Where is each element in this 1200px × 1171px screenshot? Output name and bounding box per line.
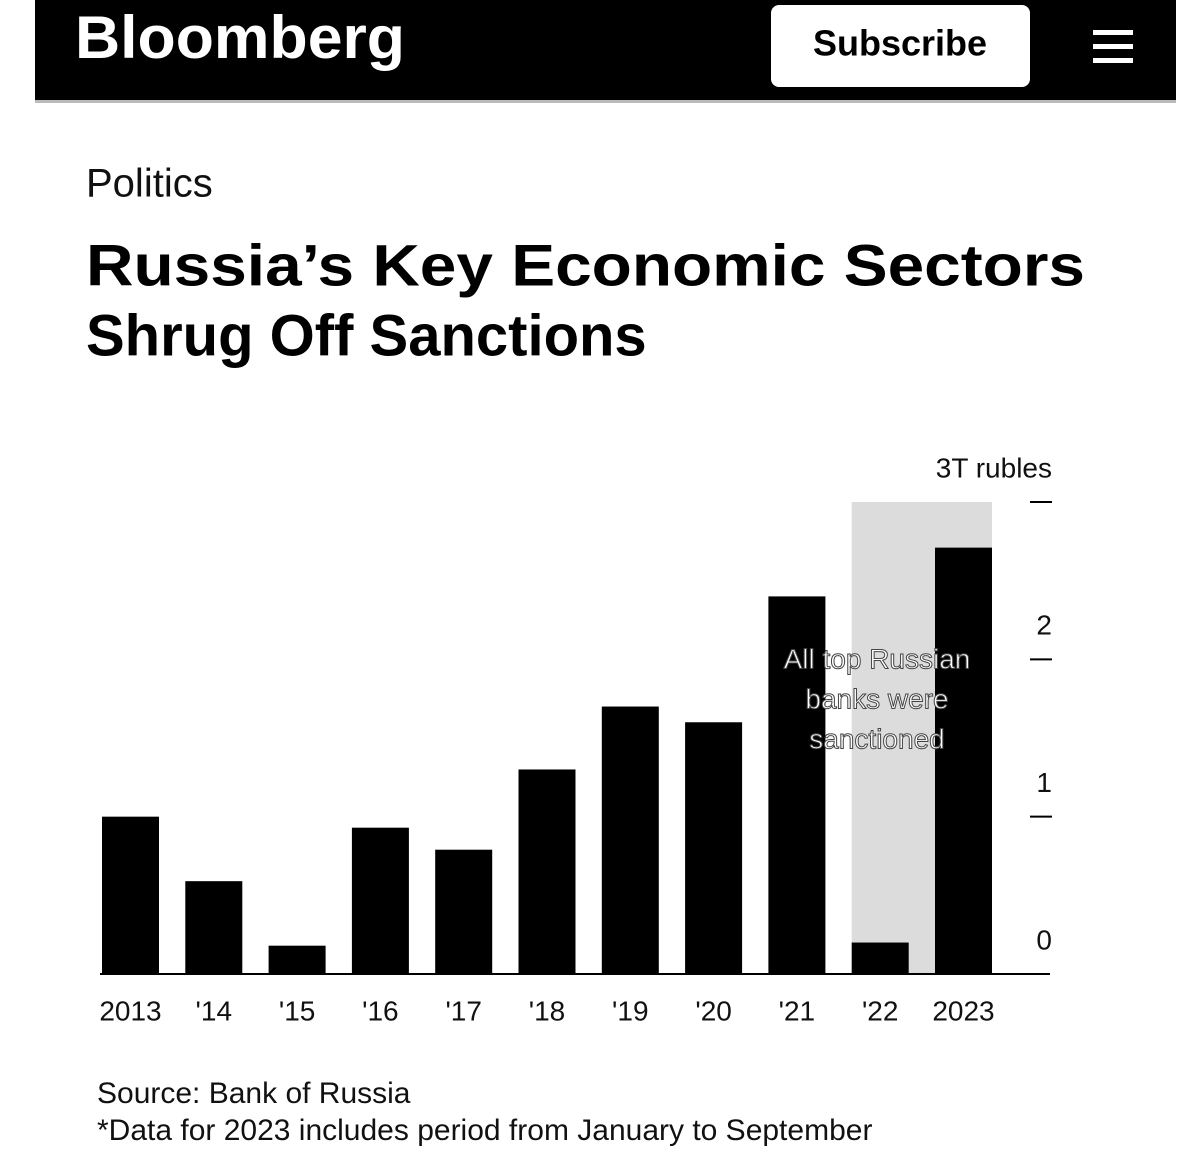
x-tick-label: '15 xyxy=(279,995,316,1026)
x-tick-label: '21 xyxy=(779,995,816,1026)
footnote: *Data for 2023 includes period from Janu… xyxy=(97,1114,872,1147)
x-tick-label: '16 xyxy=(362,995,399,1026)
brand-logo[interactable]: Bloomberg xyxy=(75,4,405,71)
menu-line xyxy=(1093,30,1133,35)
y-tick-label: 1 xyxy=(1036,767,1052,798)
bar xyxy=(935,547,992,974)
menu-line xyxy=(1093,58,1133,63)
annotation: sanctioned xyxy=(809,723,944,754)
x-tick-label: 2023 xyxy=(932,995,994,1026)
bar xyxy=(851,942,909,974)
y-tick-label: 2 xyxy=(1036,610,1052,641)
headline: Shrug Off Sanctions xyxy=(86,303,647,368)
x-tick-label: '14 xyxy=(196,995,233,1026)
x-tick-label: 2013 xyxy=(99,995,161,1026)
bar xyxy=(601,706,659,974)
bar xyxy=(351,827,409,974)
annotation: banks were xyxy=(805,683,948,714)
menu-line xyxy=(1093,44,1133,49)
subscribe-label[interactable]: Subscribe xyxy=(813,23,987,64)
menu-icon[interactable] xyxy=(1093,30,1133,63)
x-tick-label: '22 xyxy=(862,995,899,1026)
bar xyxy=(768,596,826,974)
source-note: Source: Bank of Russia xyxy=(97,1077,411,1110)
x-tick-label: '18 xyxy=(529,995,566,1026)
headline: Russia’s Key Economic Sectors xyxy=(86,233,1085,298)
y-tick-label: 3T rubles xyxy=(936,452,1052,483)
x-tick-label: '17 xyxy=(445,995,482,1026)
bar xyxy=(268,945,326,974)
bar xyxy=(102,816,159,974)
top-bar-edge xyxy=(35,100,1176,103)
bar xyxy=(518,769,576,974)
subscribe-button[interactable] xyxy=(771,5,1030,87)
section-label[interactable]: Politics xyxy=(86,162,213,206)
bar xyxy=(185,881,243,974)
x-tick-label: '20 xyxy=(695,995,732,1026)
bar xyxy=(685,722,743,974)
y-tick-label: 0 xyxy=(1036,924,1052,955)
x-tick-label: '19 xyxy=(612,995,649,1026)
bar xyxy=(435,849,493,974)
annotation: All top Russian xyxy=(784,643,971,674)
